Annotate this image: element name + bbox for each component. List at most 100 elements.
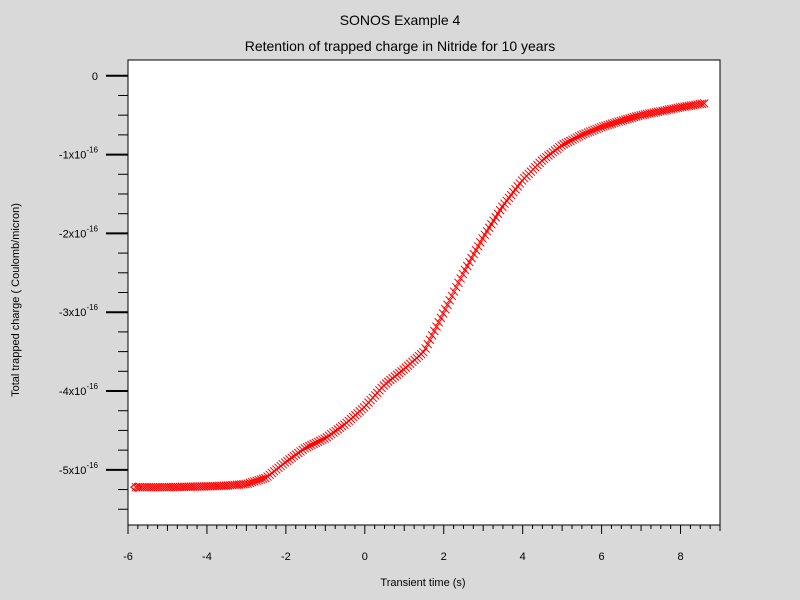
data-marker	[585, 127, 595, 136]
data-marker	[449, 287, 459, 296]
data-marker	[313, 437, 323, 447]
data-marker	[563, 137, 573, 147]
data-marker	[423, 339, 433, 349]
data-marker	[440, 304, 450, 314]
data-marker	[576, 130, 586, 140]
data-marker	[304, 441, 314, 451]
data-marker	[697, 99, 707, 109]
data-marker	[195, 482, 204, 491]
data-marker	[177, 482, 187, 492]
data-marker	[699, 98, 709, 108]
data-marker	[447, 291, 457, 301]
x-tick-label: 6	[599, 551, 605, 563]
data-marker	[300, 443, 310, 453]
data-marker	[146, 482, 156, 492]
data-marker	[445, 295, 455, 305]
data-marker	[166, 482, 176, 492]
data-marker	[429, 326, 439, 336]
data-marker	[476, 238, 485, 247]
data-marker	[425, 335, 435, 345]
data-marker	[142, 482, 152, 492]
data-marker	[587, 126, 597, 136]
data-marker	[315, 436, 325, 446]
data-marker	[131, 482, 141, 492]
data-marker	[179, 482, 189, 492]
data-marker	[217, 481, 226, 491]
y-tick-label: -1x10-16	[59, 146, 99, 162]
data-marker	[458, 269, 468, 279]
data-marker	[572, 133, 582, 142]
data-marker	[197, 482, 207, 491]
x-tick-label: -2	[281, 551, 291, 563]
y-tick-label: -4x10-16	[59, 382, 99, 398]
data-marker	[206, 481, 215, 491]
data-marker	[175, 482, 185, 492]
data-marker	[320, 434, 329, 444]
data-marker	[157, 482, 167, 492]
data-marker	[561, 138, 571, 148]
data-marker	[203, 481, 213, 491]
data-marker	[188, 482, 198, 492]
data-marker	[309, 439, 318, 449]
y-axis-label: Total trapped charge ( Coulomb/micron)	[10, 203, 22, 397]
data-marker	[162, 482, 171, 492]
x-tick-label: 8	[677, 551, 683, 563]
data-marker	[436, 313, 446, 323]
data-marker	[140, 482, 150, 492]
data-marker	[190, 482, 200, 491]
data-marker	[182, 482, 191, 492]
data-marker	[421, 344, 430, 353]
data-marker	[171, 482, 180, 492]
data-marker	[160, 482, 169, 492]
data-marker	[133, 482, 143, 492]
data-marker	[434, 317, 444, 327]
data-marker	[318, 435, 327, 445]
data-marker	[451, 282, 461, 292]
data-marker	[568, 135, 577, 145]
x-tick-label: -4	[202, 551, 212, 563]
data-marker	[471, 245, 481, 255]
data-marker	[579, 129, 588, 139]
data-marker	[138, 482, 147, 492]
data-marker	[574, 131, 584, 141]
data-marker	[164, 482, 174, 492]
data-marker	[432, 322, 441, 331]
x-tick-label: 2	[441, 551, 447, 563]
data-marker	[469, 249, 479, 259]
data-marker	[454, 278, 463, 288]
y-tick-label: 0	[92, 71, 98, 83]
x-tick-label: 4	[520, 551, 526, 563]
data-marker	[201, 482, 211, 491]
data-marker	[592, 124, 602, 134]
data-marker	[261, 473, 270, 483]
data-marker	[559, 139, 569, 149]
chart-subtitle: Retention of trapped charge in Nitride f…	[244, 38, 556, 54]
data-marker	[208, 481, 218, 491]
plot-area	[127, 59, 721, 526]
data-marker	[184, 482, 193, 492]
data-marker	[462, 261, 472, 271]
data-marker	[311, 438, 321, 448]
data-marker	[219, 481, 229, 491]
data-marker	[456, 274, 466, 283]
x-tick-label: 0	[362, 551, 368, 563]
data-marker	[168, 482, 178, 492]
data-marker	[212, 481, 222, 491]
data-marker	[258, 474, 268, 484]
data-marker	[590, 125, 599, 135]
data-marker	[144, 482, 154, 492]
data-marker	[473, 241, 483, 251]
chart-title: SONOS Example 4	[339, 12, 461, 28]
data-marker	[210, 481, 220, 491]
data-marker	[557, 141, 566, 150]
data-marker	[427, 331, 437, 340]
y-axis: 0 -1x10-16 -2x10-16 -3x10-16 -4x10-16 -5x10-1…	[59, 71, 128, 510]
x-tick-label: -6	[123, 551, 133, 563]
data-marker	[467, 253, 476, 263]
data-marker	[465, 257, 474, 267]
data-marker	[581, 128, 591, 138]
y-tick-label: -5x10-16	[59, 461, 99, 477]
data-marker	[570, 134, 580, 143]
data-marker	[173, 482, 182, 492]
